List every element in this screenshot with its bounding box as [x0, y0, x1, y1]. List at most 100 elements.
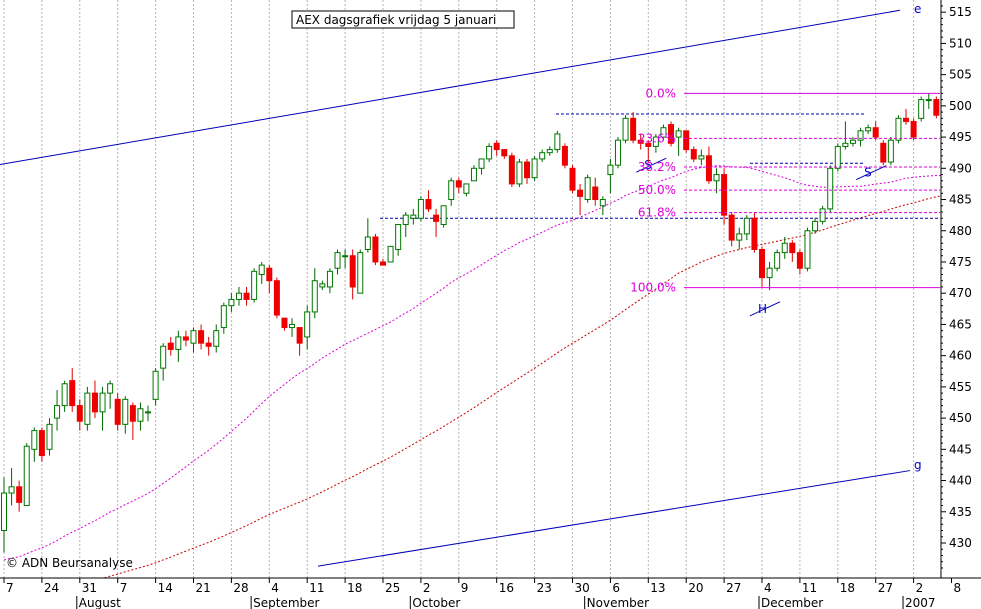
candle-body	[652, 136, 659, 147]
candle-body	[705, 155, 712, 182]
y-tick-label: 435	[949, 505, 972, 519]
candle-body	[205, 342, 212, 347]
candle-body	[175, 336, 182, 350]
fib-label: 38.2%	[638, 160, 676, 174]
candle-body	[895, 117, 902, 141]
candle-body	[668, 124, 675, 144]
y-tick-label: 495	[949, 130, 972, 144]
fib-label: 61.8%	[638, 206, 676, 220]
x-tick-label: 16	[499, 581, 514, 595]
x-tick-label: 2	[423, 581, 431, 595]
candle-body	[410, 214, 417, 219]
candle-body	[690, 149, 697, 160]
candle-body	[880, 142, 887, 163]
pattern-line	[636, 157, 667, 173]
candle-body	[918, 99, 925, 119]
candle-body	[190, 330, 197, 344]
candle-body	[493, 142, 500, 151]
trendline-lower	[317, 470, 911, 567]
chart-title: AEX dagsgrafiek vrijdag 5 januari	[296, 13, 496, 27]
moving-average-short	[3, 165, 941, 561]
y-tick-label: 430	[949, 536, 972, 550]
candle-body	[16, 486, 23, 503]
candle-body	[796, 252, 803, 269]
y-tick-label: 500	[949, 99, 972, 113]
fib-label: 50.0%	[638, 183, 676, 197]
candle-body	[508, 155, 515, 185]
candle-body	[751, 217, 758, 250]
x-tick-label: 25	[385, 581, 400, 595]
candle-body	[433, 214, 440, 222]
candle-body	[281, 317, 288, 329]
candle-body	[630, 117, 637, 141]
month-label: December	[761, 596, 823, 609]
candle-body	[1, 492, 7, 532]
y-tick-label: 490	[949, 161, 972, 175]
candle-body	[213, 330, 220, 347]
candles	[1, 93, 940, 553]
candle-body	[417, 199, 424, 219]
x-tick-label: 18	[347, 581, 362, 595]
month-label: November	[587, 596, 649, 609]
candle-body	[319, 283, 326, 288]
candle-body	[228, 298, 235, 307]
candle-body	[599, 199, 606, 207]
y-tick-label: 460	[949, 349, 972, 363]
candle-body	[380, 261, 386, 266]
candle-body	[524, 161, 531, 179]
x-tick-label: 11	[802, 581, 817, 595]
candle-body	[129, 405, 136, 422]
x-tick-label: 13	[650, 581, 665, 595]
x-tick-label: 23	[537, 581, 552, 595]
y-tick-label: 515	[949, 5, 972, 19]
candle-body	[842, 142, 849, 147]
fib-label: 0.0%	[646, 86, 677, 100]
candle-body	[607, 164, 614, 176]
y-tick-label: 480	[949, 224, 972, 238]
candle-body	[804, 230, 811, 269]
x-tick-label: 7	[120, 581, 128, 595]
candle-body	[728, 214, 735, 241]
candle-body	[516, 161, 523, 185]
candle-body	[910, 120, 917, 138]
x-tick-label: 21	[196, 581, 211, 595]
title-box	[291, 10, 515, 29]
candle-body	[577, 189, 584, 197]
x-tick-label: 4	[764, 581, 772, 595]
candle-body	[865, 127, 872, 132]
candle-body	[220, 305, 227, 329]
x-tick-label: 7	[6, 581, 14, 595]
candle-body	[91, 392, 98, 413]
candle-body	[364, 236, 371, 250]
candle-body	[296, 327, 303, 344]
candle-body	[8, 486, 15, 494]
x-tick-label: 9	[461, 581, 469, 595]
candle-body	[76, 405, 83, 422]
candle-body	[849, 139, 856, 144]
candle-body	[84, 392, 91, 425]
candle-body	[478, 158, 485, 169]
candle-body	[273, 280, 280, 316]
x-tick-label: 11	[309, 581, 324, 595]
candle-body	[721, 174, 728, 216]
month-label: August	[79, 596, 121, 609]
candle-body	[122, 398, 129, 425]
candle-body	[569, 167, 576, 191]
candle-body	[614, 139, 621, 166]
trend-label-upper: e	[914, 2, 921, 16]
candle-body	[372, 236, 379, 263]
moving-average-long	[102, 195, 941, 578]
candle-body	[925, 99, 932, 102]
x-tick-label: 24	[44, 581, 59, 595]
y-tick-label: 445	[949, 442, 972, 456]
fib-label: 100.0%	[630, 281, 676, 295]
candle-body	[114, 398, 121, 425]
candle-body	[61, 383, 68, 407]
y-tick-label: 475	[949, 255, 972, 269]
x-tick-label: 8	[954, 581, 962, 595]
x-tick-label: 14	[158, 581, 173, 595]
candle-body	[819, 208, 826, 222]
candle-body	[759, 248, 765, 279]
candle-body	[463, 183, 470, 194]
pattern-label: H	[758, 302, 767, 316]
